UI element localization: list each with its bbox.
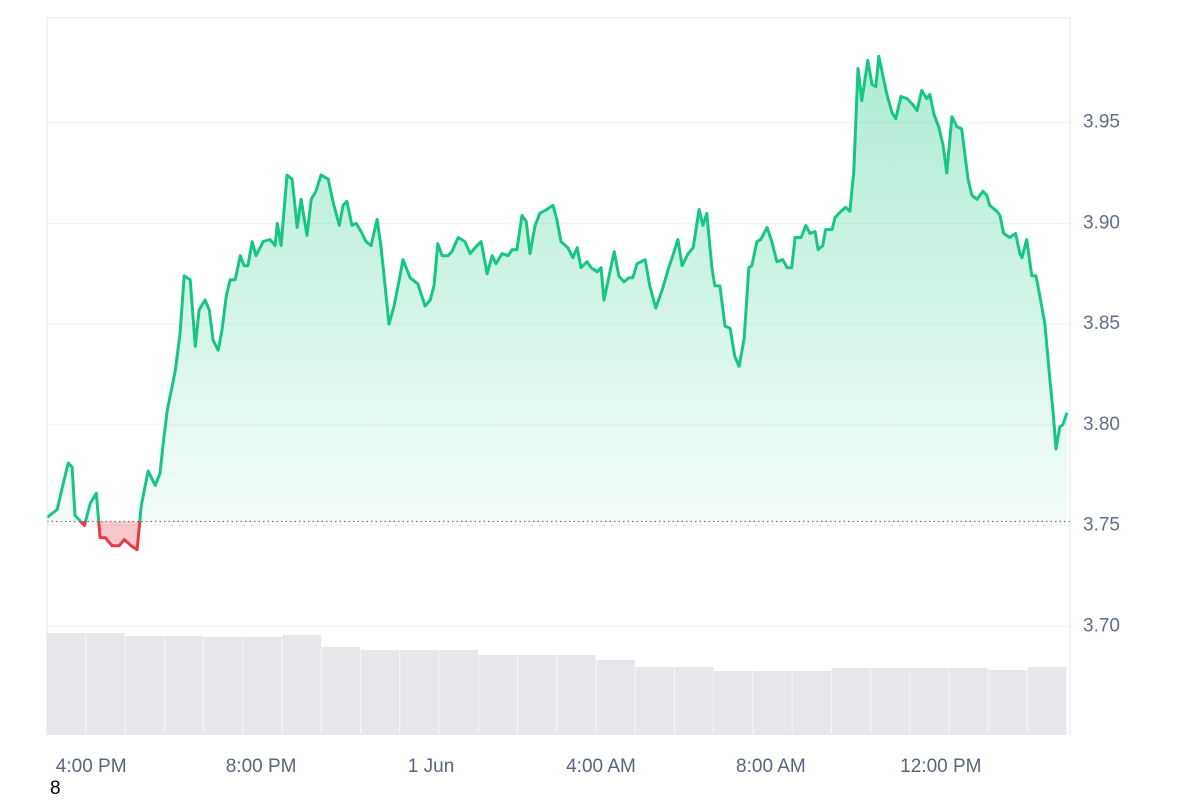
volume-bar [47,633,86,735]
x-tick-label: 4:00 AM [566,756,636,777]
y-tick-label: 3.80 [1083,414,1120,435]
volume-bar [1027,667,1067,735]
x-tick-label: 8:00 PM [226,756,297,777]
volume-bar [988,670,1028,735]
volume-bar [635,667,675,735]
volume-bar [86,633,125,735]
price-line-up [46,54,1069,522]
volume-bar [674,667,714,735]
volume-bar [439,650,478,735]
x-tick-label: 8:00 AM [736,756,806,777]
volume-bar [753,671,792,735]
volume-bar [400,650,439,735]
volume-bar [870,668,910,735]
volume-bar [557,655,596,735]
volume-bar [478,655,518,735]
volume-bar [596,660,635,735]
y-tick-label: 3.90 [1083,212,1120,233]
footnote: 8 [50,778,61,799]
x-tick-label: 1 Jun [408,756,454,777]
volume-bar [243,637,282,735]
volume-bar [949,668,988,735]
y-tick-label: 3.75 [1083,515,1120,536]
volume-bar [321,647,361,735]
volume-bar [203,637,243,735]
area-down [80,521,140,550]
volume-bar [282,635,322,735]
volume-bar [360,650,400,735]
x-tick-label: 12:00 PM [900,756,981,777]
volume-bar [792,671,832,735]
volume-bar [831,668,871,735]
volume-bar [164,636,204,735]
volume-bar [910,668,949,735]
y-tick-label: 3.85 [1083,313,1120,334]
volume-bar [517,655,557,735]
y-tick-label: 3.70 [1083,615,1120,636]
y-tick-label: 3.95 [1083,112,1120,133]
area-up [47,56,1067,522]
volume-bar [713,671,753,735]
volume-bar [125,636,165,735]
x-tick-label: 4:00 PM [56,756,127,777]
